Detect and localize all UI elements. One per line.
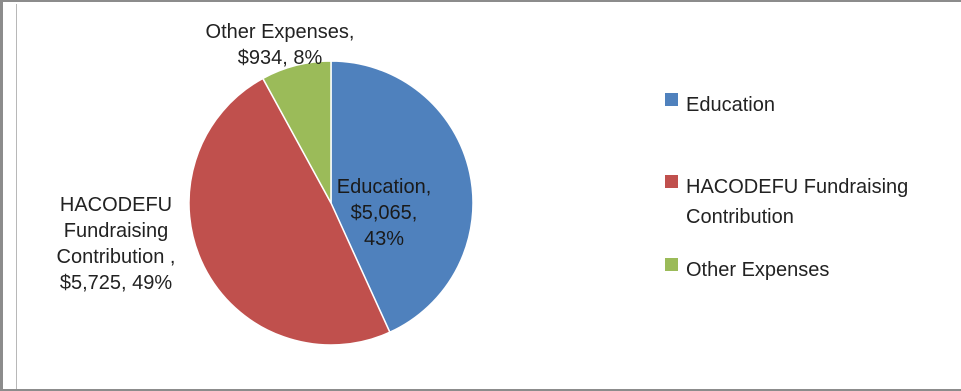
legend-label: Education: [686, 94, 775, 116]
data-label-line: $5,065,: [351, 202, 418, 224]
chart-area-border: [16, 4, 17, 389]
data-label-line: $934, 8%: [238, 47, 323, 69]
data-label-line: $5,725, 49%: [60, 272, 173, 294]
data-label-line: 43%: [364, 228, 404, 250]
data-label-line: Other Expenses,: [206, 21, 355, 43]
data-label-line: Education,: [337, 176, 432, 198]
legend-swatch: [665, 175, 678, 188]
legend-label: HACODEFU Fundraising: [686, 176, 908, 198]
data-label-line: Contribution ,: [57, 246, 176, 268]
legend-swatch: [665, 93, 678, 106]
pie-slice-education: [330, 60, 474, 334]
pie-slice-other-expenses: [261, 60, 332, 204]
legend-swatch: [665, 258, 678, 271]
data-label-hacodefu-fundraising-contribution: HACODEFU Fundraising Contribution , $5,725,…: [57, 194, 176, 294]
data-label-line: HACODEFU: [60, 194, 172, 216]
data-label-other-expenses: Other Expenses, $934, 8%: [206, 21, 355, 69]
data-label-education: Education, $5,065, 43%: [337, 176, 432, 250]
legend-item-other-expenses: Other Expenses: [665, 258, 829, 281]
legend-label: Other Expenses: [686, 259, 829, 281]
legend-item-education: Education: [665, 93, 775, 116]
data-label-line: Fundraising: [64, 220, 169, 242]
legend-item-hacodefu-fundraising-contribution: HACODEFU Fundraising Contribution: [665, 175, 908, 228]
pie-slice-hacodefu-fundraising-contribution: [188, 77, 391, 346]
legend-label: Contribution: [686, 206, 794, 228]
